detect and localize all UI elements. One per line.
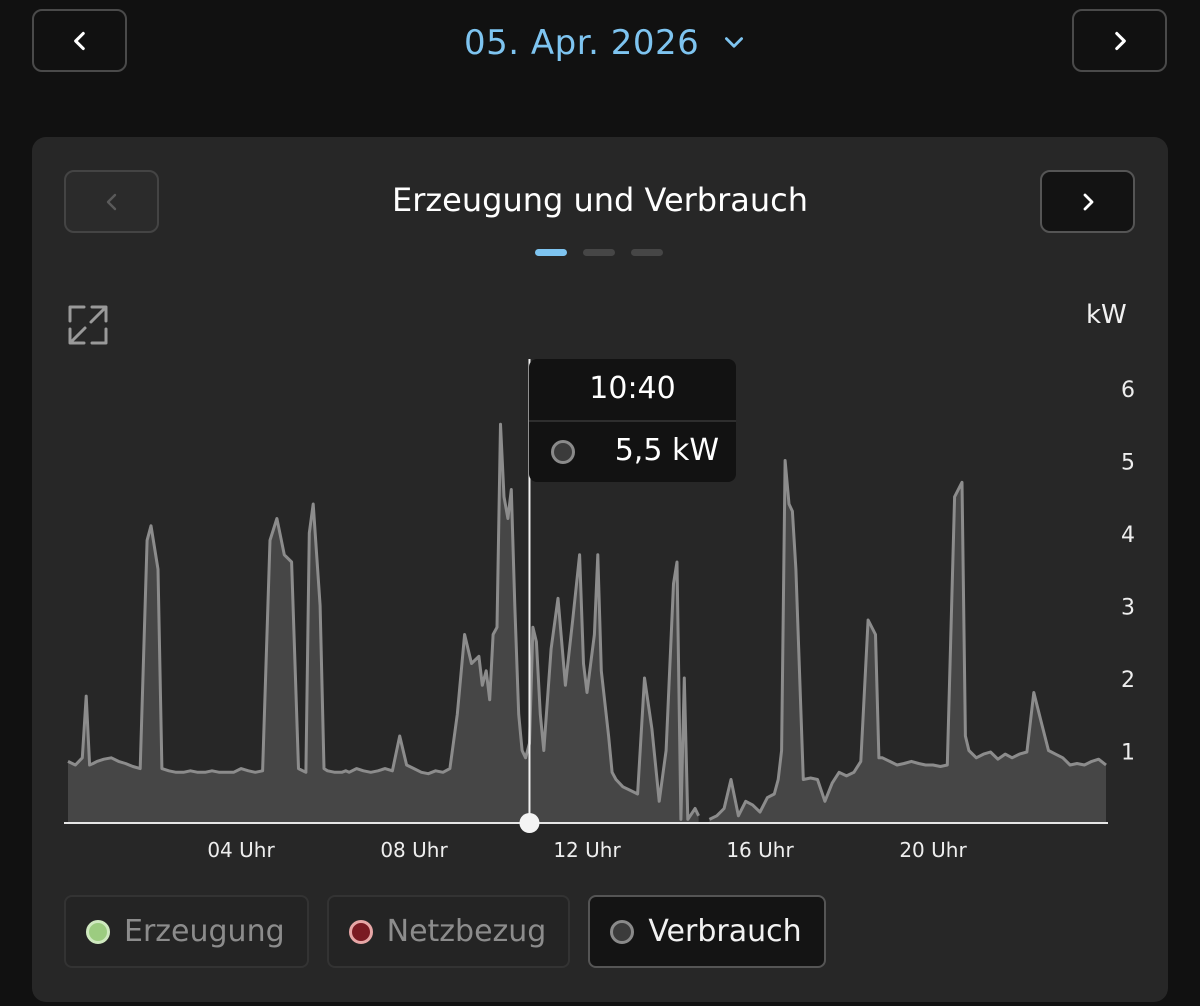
- tooltip-value: 5,5 kW: [614, 433, 719, 468]
- page-dot-2[interactable]: [583, 249, 615, 256]
- y-tick-label: 5: [1121, 451, 1135, 476]
- legend-toggle-netzbezug[interactable]: Netzbezug: [326, 895, 571, 968]
- legend-toggle-erzeugung[interactable]: Erzeugung: [64, 895, 309, 968]
- tooltip-time: 10:40: [589, 371, 676, 406]
- next-chart-button[interactable]: [1040, 170, 1135, 233]
- previous-chart-button[interactable]: [64, 170, 159, 233]
- y-tick-label: 2: [1121, 668, 1135, 693]
- date-label: 05. Apr. 2026: [464, 23, 700, 63]
- legend-label-verbrauch: Verbrauch: [648, 914, 802, 949]
- expand-button[interactable]: [66, 303, 110, 347]
- chart-legend: Erzeugung Netzbezug Verbrauch: [64, 895, 826, 968]
- series-area-verbrauch-2: [709, 460, 1106, 823]
- chart-card: Erzeugung und Verbrauch kW 1 2 3 4 5 6 04 Uhr 0…: [32, 137, 1168, 1002]
- date-navigation: 05. Apr. 2026: [0, 0, 1200, 90]
- y-axis-unit: kW: [1086, 300, 1127, 330]
- x-tick-label: 12 Uhr: [553, 838, 621, 862]
- previous-day-button[interactable]: [32, 9, 127, 72]
- energy-chart[interactable]: 1 2 3 4 5 6 04 Uhr 08 Uhr 12 Uhr 16 Uhr 20 Uhr: [32, 137, 1168, 1002]
- page-indicator: [535, 249, 663, 256]
- x-tick-label: 16 Uhr: [726, 838, 794, 862]
- tooltip-divider: [529, 420, 736, 422]
- legend-toggle-verbrauch[interactable]: Verbrauch: [588, 895, 826, 968]
- date-picker[interactable]: 05. Apr. 2026: [464, 18, 747, 68]
- chevron-right-icon: [1114, 31, 1126, 50]
- expand-icon: [68, 305, 108, 345]
- y-tick-label: 1: [1121, 741, 1135, 766]
- x-tick-label: 04 Uhr: [207, 838, 275, 862]
- x-tick-label: 08 Uhr: [380, 838, 448, 862]
- chart-title: Erzeugung und Verbrauch: [391, 181, 809, 219]
- page-dot-1[interactable]: [535, 249, 567, 256]
- y-tick-label: 3: [1121, 596, 1135, 621]
- chevron-down-icon: [725, 37, 744, 48]
- chevron-right-icon: [1083, 193, 1093, 210]
- legend-swatch-netzbezug: [348, 919, 373, 944]
- legend-label-erzeugung: Erzeugung: [124, 914, 285, 949]
- legend-label-netzbezug: Netzbezug: [386, 914, 547, 949]
- legend-swatch-verbrauch: [610, 919, 635, 944]
- series-line-verbrauch-1[interactable]: [67, 422, 700, 821]
- tooltip-series-swatch: [551, 440, 575, 464]
- x-tick-label: 20 Uhr: [899, 838, 967, 862]
- series-line-verbrauch-2[interactable]: [708, 459, 1107, 821]
- legend-swatch-erzeugung: [86, 919, 110, 944]
- chevron-left-icon: [73, 31, 85, 50]
- next-day-button[interactable]: [1072, 9, 1167, 72]
- y-tick-label: 4: [1121, 523, 1135, 548]
- page-dot-3[interactable]: [631, 249, 663, 256]
- cursor-handle[interactable]: [519, 813, 540, 833]
- chevron-left-icon: [106, 193, 116, 210]
- chart-tooltip: 10:40 5,5 kW: [529, 359, 736, 482]
- y-tick-label: 6: [1121, 378, 1135, 403]
